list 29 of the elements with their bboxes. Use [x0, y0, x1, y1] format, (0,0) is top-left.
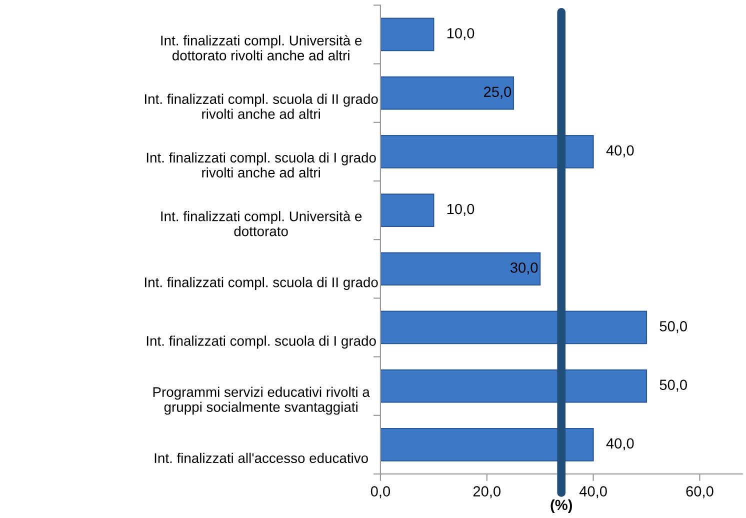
data-label: 30,0 — [510, 262, 538, 275]
data-label: 25,0 — [484, 86, 512, 99]
x-tick-label: 60,0 — [686, 486, 714, 498]
data-label: 10,0 — [447, 28, 474, 40]
bar — [380, 310, 648, 344]
bar — [380, 428, 594, 462]
y-tick-label: Int. finalizzati compl. scuola di I grado rivolti anche ad altri — [146, 152, 376, 178]
x-tick-label: 20,0 — [473, 486, 500, 498]
bar — [380, 369, 648, 403]
y-tick-label: Int. finalizzati compl. scuola di II grado rivolti anche ad altri — [145, 94, 378, 119]
x-tick-label: 0,0 — [370, 486, 390, 498]
y-tick-label: Int. finalizzati compl. Università e dottorato — [161, 210, 362, 236]
x-tick-label: 40,0 — [579, 486, 607, 498]
y-tick-label: Int. finalizzati all'accesso educativo — [154, 452, 368, 464]
bar — [380, 252, 541, 286]
bar — [380, 194, 434, 227]
data-label: 40,0 — [606, 438, 634, 450]
y-tick-label: Programmi servizi educativi rivolti a gruppi socialmente svantaggiati — [153, 386, 370, 415]
data-label: 10,0 — [447, 204, 474, 216]
x-axis-title: (%) — [550, 499, 572, 513]
data-label: 40,0 — [606, 145, 634, 158]
bar — [380, 76, 514, 110]
data-label: 50,0 — [660, 321, 687, 334]
bar — [380, 18, 434, 52]
y-tick-label: Int. finalizzati compl. Università e dottorato rivolti anche ad altri — [161, 35, 362, 60]
data-label: 50,0 — [660, 380, 687, 392]
bar — [380, 135, 594, 168]
y-tick-label: Int. finalizzati compl. scuola di II grado — [145, 277, 378, 290]
y-tick-label: Int. finalizzati compl. scuola di I grado — [146, 336, 376, 349]
